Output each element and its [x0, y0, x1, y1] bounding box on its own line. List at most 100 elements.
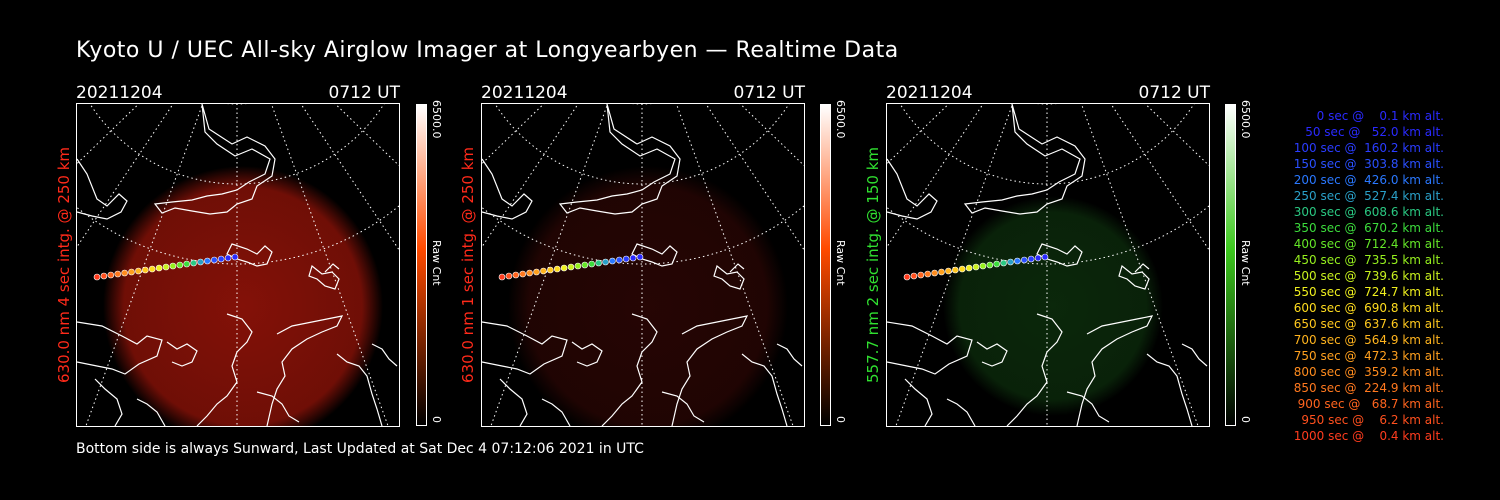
legend-row: 200 sec @ 426.0 km alt. — [1289, 173, 1444, 187]
trajectory-dot — [526, 269, 533, 277]
trajectory-dot — [952, 266, 959, 274]
panel-2-time: 0712 UT — [733, 83, 806, 103]
trajectory-dot — [979, 262, 987, 270]
trajectory-dot — [1034, 254, 1042, 262]
panel-2-wavelength-label: 630.0 nm 1 sec intg. @ 250 km — [459, 146, 477, 384]
panel-1-time: 0712 UT — [328, 83, 401, 103]
trajectory-dot — [533, 268, 540, 276]
legend-row: 450 sec @ 735.5 km alt. — [1289, 253, 1444, 267]
trajectory-dot — [190, 259, 197, 267]
trajectory-dot — [616, 256, 623, 264]
trajectory-dot — [993, 260, 1000, 268]
trajectory-dot — [107, 271, 115, 279]
trajectory-dot — [224, 254, 232, 262]
trajectory-dot — [204, 257, 211, 265]
trajectory-dot — [931, 269, 938, 277]
panel-2-allsky-image — [481, 103, 805, 427]
trajectory-dot — [553, 265, 561, 273]
panel-3-wavelength-label: 557.7 nm 2 sec intg. @ 150 km — [864, 146, 882, 384]
trajectory-dot — [135, 267, 142, 275]
legend-row: 550 sec @ 724.7 km alt. — [1289, 285, 1444, 299]
trajectory-dot — [176, 261, 184, 269]
trajectory-dot — [1041, 253, 1049, 261]
trajectory-dot — [609, 257, 616, 265]
trajectory-dot — [128, 268, 135, 276]
trajectory-dot — [1014, 257, 1021, 265]
trajectory-dot — [114, 270, 122, 278]
legend-row: 750 sec @ 472.3 km alt. — [1289, 349, 1444, 363]
trajectory-dot — [1021, 256, 1028, 264]
trajectory-dot — [567, 263, 575, 271]
trajectory-dot — [622, 255, 630, 263]
panel-1-map — [77, 104, 399, 426]
trajectory-dot — [211, 256, 218, 264]
trajectory-dot — [505, 272, 513, 280]
trajectory-dot — [183, 260, 190, 268]
trajectory-dot — [903, 273, 911, 281]
trajectory-dot — [498, 273, 506, 281]
panel-1-colorbar-min: 0 — [430, 416, 443, 423]
trajectory-dot — [972, 263, 980, 271]
panel-1-wavelength-label: 630.0 nm 4 sec intg. @ 250 km — [55, 146, 73, 384]
trajectory-dot — [197, 258, 204, 266]
trajectory-dot — [519, 270, 527, 278]
panel-3-colorbar — [1225, 104, 1236, 426]
trajectory-dot — [1027, 255, 1035, 263]
legend-row: 900 sec @ 68.7 km alt. — [1293, 397, 1444, 411]
trajectory-dot — [958, 265, 966, 273]
panel-2-colorbar-max: 6500.0 — [834, 100, 847, 139]
trajectory-dot — [917, 271, 925, 279]
legend-row: 50 sec @ 52.0 km alt. — [1297, 125, 1444, 139]
legend-row: 0 sec @ 0.1 km alt. — [1305, 109, 1444, 123]
trajectory-dot — [986, 261, 994, 269]
legend-row: 850 sec @ 224.9 km alt. — [1289, 381, 1444, 395]
trajectory-dot — [142, 266, 149, 274]
panel-2-map — [482, 104, 804, 426]
trajectory-dot — [148, 265, 156, 273]
legend-row: 400 sec @ 712.4 km alt. — [1289, 237, 1444, 251]
altitude-legend: 0 sec @ 0.1 km alt. 50 sec @ 52.0 km alt… — [1262, 108, 1444, 444]
legend-row: 350 sec @ 670.2 km alt. — [1289, 221, 1444, 235]
trajectory-dot — [910, 272, 918, 280]
panel-3-map — [887, 104, 1209, 426]
trajectory-dot — [636, 253, 644, 261]
panel-3-time: 0712 UT — [1138, 83, 1211, 103]
trajectory-dot — [574, 262, 582, 270]
trajectory-dot — [162, 263, 170, 271]
trajectory-dot — [1007, 258, 1014, 266]
legend-row: 1000 sec @ 0.4 km alt. — [1293, 429, 1444, 443]
legend-row: 800 sec @ 359.2 km alt. — [1289, 365, 1444, 379]
trajectory-dot — [547, 266, 554, 274]
trajectory-dot — [93, 273, 101, 281]
panel-1-colorbar-max: 6500.0 — [430, 100, 443, 139]
trajectory-dot — [231, 253, 239, 261]
trajectory-dot — [100, 272, 108, 280]
trajectory-dot — [581, 261, 589, 269]
legend-row: 500 sec @ 739.6 km alt. — [1289, 269, 1444, 283]
legend-row: 650 sec @ 637.6 km alt. — [1289, 317, 1444, 331]
legend-row: 250 sec @ 527.4 km alt. — [1289, 189, 1444, 203]
trajectory-dot — [629, 254, 637, 262]
trajectory-dot — [602, 258, 609, 266]
trajectory-dot — [965, 264, 973, 272]
trajectory-dot — [595, 259, 602, 267]
panel-2-colorbar-unit: Raw Cnt — [834, 240, 847, 286]
panel-2-colorbar — [820, 104, 831, 426]
trajectory-dot — [560, 264, 568, 272]
panel-1-colorbar-unit: Raw Cnt — [430, 240, 443, 286]
panel-3-date: 20211204 — [886, 83, 973, 103]
legend-row: 700 sec @ 564.9 km alt. — [1289, 333, 1444, 347]
legend-row: 100 sec @ 160.2 km alt. — [1289, 141, 1444, 155]
legend-row: 150 sec @ 303.8 km alt. — [1289, 157, 1444, 171]
panel-3-colorbar-unit: Raw Cnt — [1239, 240, 1252, 286]
trajectory-dot — [945, 267, 952, 275]
trajectory-dot — [588, 260, 595, 268]
footer-note: Bottom side is always Sunward, Last Upda… — [76, 441, 644, 457]
trajectory-dot — [540, 267, 547, 275]
trajectory-dot — [169, 262, 177, 270]
legend-row: 600 sec @ 690.8 km alt. — [1289, 301, 1444, 315]
trajectory-dot — [217, 255, 225, 263]
panel-1-date: 20211204 — [76, 83, 163, 103]
trajectory-dot — [512, 271, 520, 279]
panel-1-colorbar — [416, 104, 427, 426]
